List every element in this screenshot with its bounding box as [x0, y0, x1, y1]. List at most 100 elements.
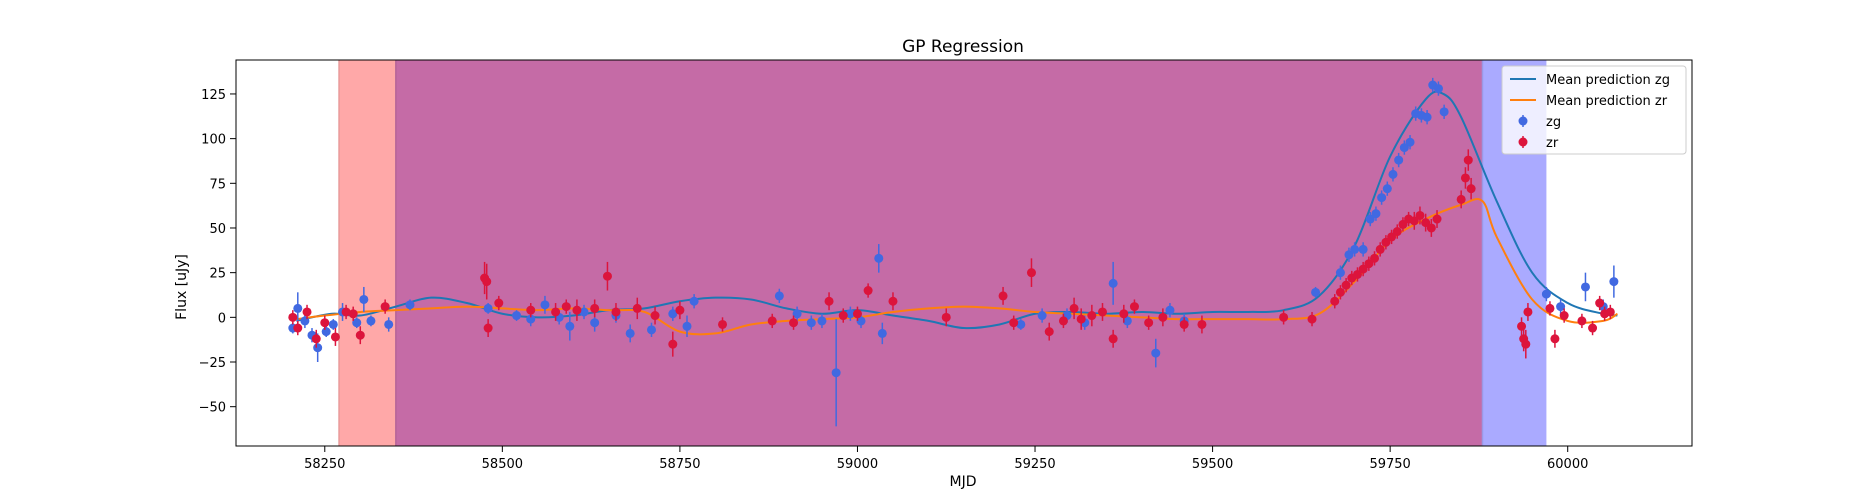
- point-marker: [1097, 307, 1107, 317]
- legend-box: [1501, 65, 1687, 155]
- point-marker: [806, 318, 816, 328]
- data-point: [824, 292, 834, 311]
- data-point: [551, 303, 561, 321]
- point-marker: [888, 296, 898, 306]
- data-point: [1307, 311, 1317, 327]
- data-point: [838, 308, 848, 323]
- data-point: [1009, 315, 1019, 330]
- y-tick-label: 50: [209, 222, 226, 237]
- data-point: [355, 326, 365, 345]
- point-marker: [767, 316, 777, 326]
- point-marker: [1179, 319, 1189, 329]
- data-point: [1352, 267, 1362, 282]
- point-marker: [1523, 307, 1533, 317]
- x-tick-label: 58750: [659, 457, 700, 472]
- point-marker: [384, 319, 394, 329]
- point-marker: [1144, 318, 1154, 328]
- point-marker: [1387, 232, 1397, 242]
- point-marker: [551, 307, 561, 317]
- data-point: [321, 326, 331, 337]
- data-point: [565, 311, 575, 341]
- point-marker: [1556, 302, 1566, 312]
- data-point: [590, 299, 600, 318]
- data-point: [1335, 265, 1345, 280]
- point-marker: [483, 323, 493, 333]
- data-point: [718, 317, 728, 332]
- legend-item: Mean prediction zg: [1510, 73, 1670, 88]
- data-point: [852, 306, 862, 321]
- point-marker: [941, 312, 951, 322]
- point-marker: [1409, 216, 1419, 226]
- point-marker: [1398, 219, 1408, 229]
- point-marker: [565, 321, 575, 331]
- point-marker: [526, 305, 536, 315]
- data-point: [311, 329, 321, 348]
- data-point: [1375, 242, 1385, 257]
- data-point: [1279, 310, 1289, 325]
- data-point: [1550, 329, 1560, 348]
- y-tick-label: −50: [199, 401, 226, 416]
- data-point: [845, 306, 855, 321]
- data-point: [320, 315, 330, 330]
- data-point: [1108, 329, 1118, 348]
- point-marker: [561, 302, 571, 312]
- point-marker: [1335, 287, 1345, 297]
- series-line-1: [296, 198, 1618, 336]
- point-marker: [1466, 184, 1476, 194]
- data-point: [494, 295, 504, 311]
- point-marker: [1595, 298, 1605, 308]
- data-point: [789, 315, 799, 330]
- point-marker: [1358, 264, 1368, 274]
- data-point: [668, 331, 678, 357]
- point-marker: [1364, 259, 1374, 269]
- data-point: [1559, 308, 1569, 323]
- point-marker: [1605, 307, 1615, 317]
- legend-marker-swatch: [1518, 137, 1528, 147]
- point-marker: [526, 314, 536, 324]
- data-point: [877, 322, 887, 345]
- point-marker: [1358, 244, 1368, 254]
- data-point: [359, 286, 369, 312]
- legend-marker-swatch: [1518, 116, 1528, 126]
- data-point: [1119, 304, 1129, 323]
- data-point: [1076, 308, 1086, 330]
- point-marker: [1151, 348, 1161, 358]
- data-point: [1364, 256, 1374, 271]
- data-point: [792, 306, 802, 321]
- y-axis-ticks: −50 −25 0 25 50 75 100 125: [199, 88, 236, 416]
- point-marker: [341, 307, 351, 317]
- point-marker: [1550, 334, 1560, 344]
- data-point: [1466, 177, 1476, 200]
- point-marker: [675, 305, 685, 315]
- data-point: [1521, 329, 1531, 359]
- data-point: [874, 244, 884, 273]
- y-tick-label: 0: [218, 311, 226, 326]
- legend-item: Mean prediction zr: [1510, 94, 1668, 109]
- point-marker: [1415, 210, 1425, 220]
- point-marker: [380, 302, 390, 312]
- data-point: [1460, 167, 1470, 189]
- point-marker: [1577, 316, 1587, 326]
- data-point: [293, 292, 303, 325]
- data-point: [1409, 211, 1419, 230]
- point-marker: [1463, 155, 1473, 165]
- point-marker: [1119, 309, 1129, 319]
- data-point: [348, 306, 358, 321]
- point-marker: [668, 309, 678, 319]
- data-point: [1097, 303, 1107, 321]
- point-marker: [1058, 316, 1068, 326]
- point-marker: [321, 327, 331, 337]
- point-marker: [1439, 107, 1449, 117]
- point-marker: [632, 303, 642, 313]
- data-point: [288, 310, 298, 325]
- x-tick-label: 58500: [482, 457, 523, 472]
- shaded-region-1: [395, 60, 1483, 446]
- point-marker: [1165, 305, 1175, 315]
- point-marker: [1399, 143, 1409, 153]
- data-point: [1165, 303, 1175, 318]
- point-marker: [359, 294, 369, 304]
- data-point: [998, 286, 1008, 305]
- point-marker: [1426, 223, 1436, 233]
- chart-title: GP Regression: [902, 37, 1024, 57]
